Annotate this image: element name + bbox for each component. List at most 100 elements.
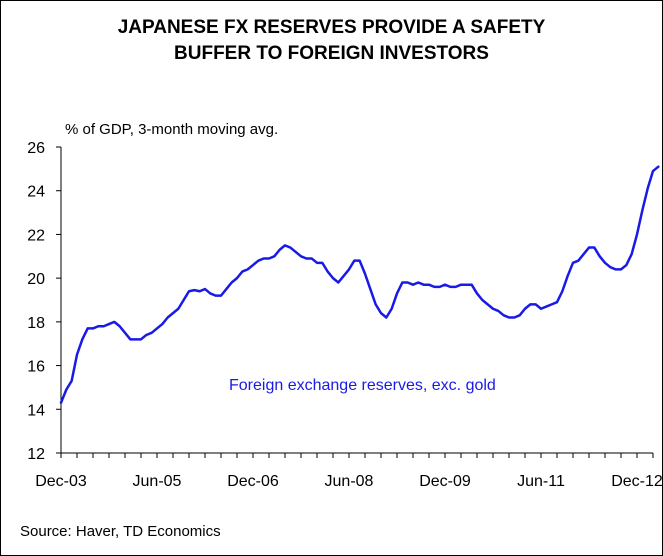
data-point <box>385 316 387 319</box>
data-point <box>636 233 638 236</box>
data-point <box>183 299 185 301</box>
data-point <box>268 257 270 260</box>
chart-title-line-2: BUFFER TO FOREIGN INVESTORS <box>174 43 489 64</box>
data-point <box>364 273 366 275</box>
data-point <box>172 312 174 314</box>
data-point <box>476 292 478 295</box>
data-point <box>492 308 494 310</box>
y-tick-label: 18 <box>27 315 45 332</box>
data-point <box>444 284 446 286</box>
data-point <box>657 166 659 168</box>
y-tick-label: 16 <box>27 359 45 376</box>
data-point <box>145 334 147 336</box>
data-point <box>412 284 414 286</box>
x-tick-label: Dec-12 <box>611 473 662 490</box>
data-point <box>423 284 425 286</box>
x-tick-label: Dec-09 <box>419 473 471 490</box>
data-point <box>87 327 89 330</box>
data-point <box>508 316 510 319</box>
data-point <box>161 323 163 325</box>
data-point <box>273 255 275 257</box>
series-annotation: Foreign exchange reserves, exc. gold <box>229 377 496 394</box>
y-tick-label: 26 <box>27 140 45 157</box>
data-point <box>631 253 633 255</box>
data-point <box>529 303 531 305</box>
data-point <box>401 281 403 284</box>
data-point <box>545 305 547 308</box>
y-tick-label: 24 <box>27 184 45 201</box>
data-point <box>129 338 131 340</box>
data-point <box>332 277 334 279</box>
data-point <box>497 310 499 312</box>
data-point <box>316 262 318 264</box>
data-point <box>551 303 553 305</box>
data-point <box>519 314 521 316</box>
data-point <box>113 321 115 323</box>
y-tick-label: 12 <box>27 446 45 463</box>
y-axis-label: % of GDP, 3-month moving avg. <box>65 121 278 138</box>
data-point <box>220 295 222 297</box>
data-point <box>311 257 313 260</box>
data-point <box>252 264 254 266</box>
data-point <box>193 289 195 291</box>
data-point <box>343 275 345 277</box>
data-point <box>417 281 419 284</box>
data-point <box>295 251 297 253</box>
data-point <box>103 325 105 327</box>
data-point <box>167 316 169 319</box>
data-point <box>599 255 601 257</box>
data-point <box>540 308 542 310</box>
data-point <box>369 288 371 290</box>
data-point <box>231 281 233 284</box>
data-point <box>433 286 435 288</box>
data-point <box>588 246 590 249</box>
data-point <box>257 260 259 262</box>
data-point <box>92 327 94 330</box>
data-point <box>327 270 329 273</box>
data-point <box>124 332 126 334</box>
data-point <box>391 308 393 310</box>
data-point <box>561 290 563 292</box>
data-point <box>119 325 121 327</box>
data-point <box>609 266 611 268</box>
data-point <box>236 277 238 279</box>
data-point <box>108 323 110 325</box>
y-tick-label: 20 <box>27 271 45 288</box>
data-point <box>471 284 473 286</box>
data-point <box>156 327 158 330</box>
data-point <box>647 187 649 190</box>
x-tick-label: Jun-05 <box>133 473 182 490</box>
data-point <box>513 316 515 319</box>
data-point <box>641 209 643 211</box>
data-point <box>71 380 73 382</box>
data-point <box>625 264 627 266</box>
data-point <box>215 295 217 297</box>
data-point <box>199 290 201 292</box>
data-point <box>204 288 206 290</box>
data-point <box>481 299 483 301</box>
data-point <box>209 292 211 295</box>
data-point <box>460 284 462 286</box>
data-point <box>263 257 265 260</box>
data-point <box>375 303 377 305</box>
data-point <box>567 275 569 277</box>
data-point <box>535 303 537 305</box>
x-tick-label: Jun-11 <box>517 473 565 490</box>
data-point <box>359 260 361 262</box>
data-point <box>615 268 617 270</box>
data-point <box>284 244 286 246</box>
data-point <box>241 270 243 273</box>
data-point <box>353 260 355 262</box>
data-point <box>65 389 67 391</box>
data-point <box>177 308 179 310</box>
data-point <box>449 286 451 288</box>
data-point <box>81 338 83 340</box>
data-point <box>140 338 142 340</box>
x-tick-label: Dec-06 <box>227 473 279 490</box>
data-point <box>487 303 489 305</box>
data-point <box>225 288 227 290</box>
data-point <box>407 281 409 284</box>
data-point <box>439 286 441 288</box>
